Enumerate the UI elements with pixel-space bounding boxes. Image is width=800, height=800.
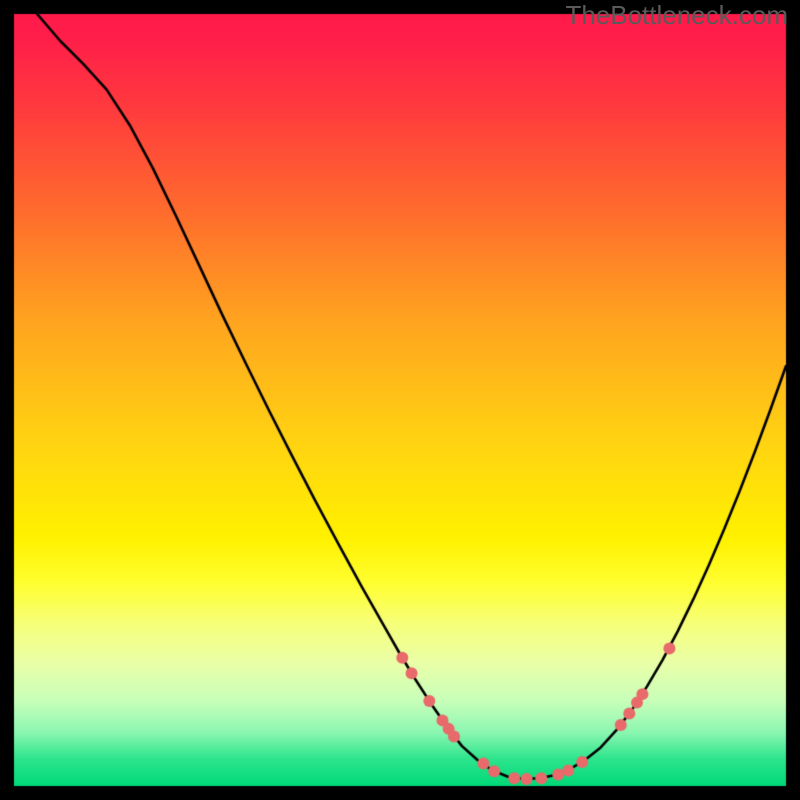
bottleneck-curve-chart (0, 0, 800, 800)
watermark-text: TheBottleneck.com (565, 0, 788, 31)
chart-container: TheBottleneck.com (0, 0, 800, 800)
